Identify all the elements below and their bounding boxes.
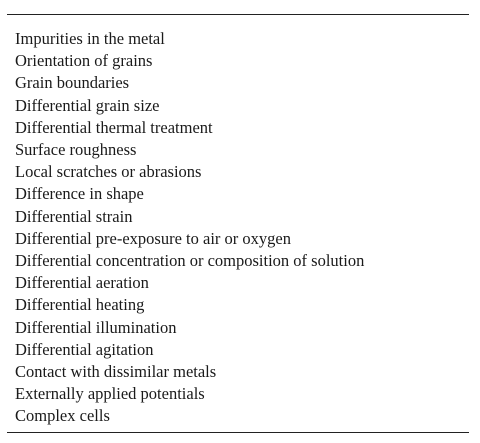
list-item: Surface roughness [15,140,137,160]
list-item: Differential strain [15,206,133,226]
cause-list: Impurities in the metal Orientation of g… [7,15,469,428]
list-item: Impurities in the metal [15,29,165,48]
cause-table: Impurities in the metal Orientation of g… [7,14,469,433]
list-item: Grain boundaries [15,73,130,93]
list-item: Differential illumination [15,317,177,337]
list-item: Differential agitation [15,339,154,359]
list-item: Difference in shape [15,184,144,204]
list-item: Externally applied potentials [15,384,205,404]
list-item: Contact with dissimilar metals [15,362,217,382]
list-item: Differential thermal treatment [15,117,213,137]
list-item: Local scratches or abrasions [15,162,202,182]
list-item: Differential concentration or compositio… [15,251,365,271]
list-item: Differential heating [15,295,145,315]
list-item: Complex cells [15,406,110,426]
list-item: Differential pre-exposure to air or oxyg… [15,228,291,248]
list-item: Differential grain size [15,95,160,115]
list-item: Differential aeration [15,273,149,293]
list-item: Orientation of grains [15,51,153,71]
